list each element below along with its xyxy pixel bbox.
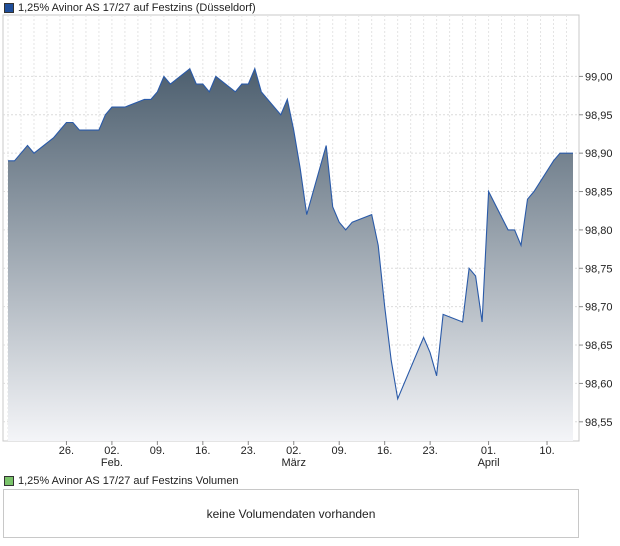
y-axis-labels: 98,55 98,60 98,65 98,70 98,75 98,80 98,85 98,90… <box>585 71 613 428</box>
x-month-label: März <box>282 457 306 469</box>
price-line <box>8 67 573 401</box>
price-area <box>8 68 573 441</box>
x-month-label: Feb. <box>101 457 123 469</box>
y-tick-label: 98,60 <box>585 378 613 390</box>
y-tick-label: 99,00 <box>585 71 613 83</box>
x-tick-label: 10. <box>539 445 554 457</box>
volume-legend: 1,25% Avinor AS 17/27 auf Festzins Volum… <box>4 474 239 488</box>
volume-legend-swatch <box>4 476 14 486</box>
x-tick-label: 16. <box>377 445 392 457</box>
x-tick-label: 23. <box>422 445 437 457</box>
x-tick-label: 09. <box>332 445 347 457</box>
x-tick-label: 23. <box>241 445 256 457</box>
y-tick-label: 98,70 <box>585 302 613 314</box>
y-tick-label: 98,55 <box>585 417 613 429</box>
y-tick-label: 98,75 <box>585 263 613 275</box>
y-tick-label: 98,65 <box>585 340 613 352</box>
x-tick-label: 16. <box>195 445 210 457</box>
x-tick-label: 02. <box>286 445 301 457</box>
volume-legend-label: 1,25% Avinor AS 17/27 auf Festzins Volum… <box>18 475 239 487</box>
x-month-label: April <box>478 457 500 469</box>
volume-panel: keine Volumendaten vorhanden <box>3 489 579 538</box>
price-legend-label: 1,25% Avinor AS 17/27 auf Festzins (Düss… <box>18 2 256 14</box>
y-tick-label: 98,80 <box>585 225 613 237</box>
x-tick-label: 02. <box>104 445 119 457</box>
y-tick-label: 98,85 <box>585 187 613 199</box>
x-tick-label: 26. <box>59 445 74 457</box>
price-legend-swatch <box>4 3 14 13</box>
y-tick-label: 98,90 <box>585 148 613 160</box>
x-tick-label: 09. <box>150 445 165 457</box>
x-axis-labels: 26. 02. 09. 16. 23. 02. 09. 16. 23. 01. 10. Feb. Mär… <box>59 445 555 469</box>
volume-message: keine Volumendaten vorhanden <box>206 506 376 521</box>
y-tick-label: 98,95 <box>585 110 613 122</box>
price-chart: 98,55 98,60 98,65 98,70 98,75 98,80 98,85 98,90… <box>2 14 613 469</box>
x-tick-label: 01. <box>481 445 496 457</box>
price-legend: 1,25% Avinor AS 17/27 auf Festzins (Düss… <box>4 1 256 15</box>
